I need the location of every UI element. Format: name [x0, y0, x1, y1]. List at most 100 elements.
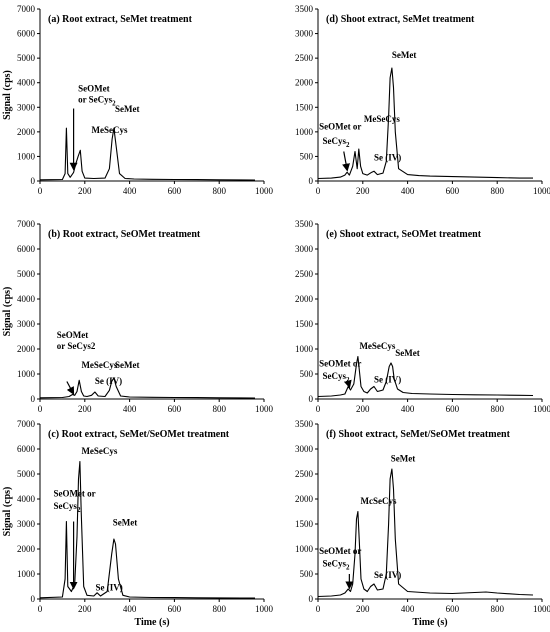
x-tick-label: 400: [123, 186, 137, 196]
x-tick-label: 400: [401, 404, 415, 414]
peak-label: SeCys2: [53, 501, 81, 514]
x-tick-label: 800: [490, 604, 504, 614]
peak-label: SeOMet: [78, 83, 110, 93]
x-tick-label: 200: [78, 186, 92, 196]
series-line: [317, 67, 533, 180]
peak-label: MeSeCys: [81, 446, 117, 456]
y-tick-label: 7000: [17, 419, 36, 429]
peak-label: Se (IV): [374, 375, 401, 385]
y-tick-label: 1000: [17, 569, 36, 579]
y-tick-label: 500: [300, 569, 314, 579]
x-tick-label: 600: [168, 186, 182, 196]
peak-label: Se (IV): [95, 376, 122, 386]
y-tick-label: 3000: [295, 244, 314, 254]
y-tick-label: 2000: [17, 127, 36, 137]
series-line: [39, 377, 256, 399]
x-tick-label: 200: [356, 186, 370, 196]
peak-label: SeMet: [113, 517, 138, 527]
peak-label: SeOMet or: [319, 359, 361, 369]
y-tick-label: 0: [309, 176, 314, 186]
y-tick-label: 2000: [295, 294, 314, 304]
y-tick-label: 2500: [295, 53, 314, 63]
panel-2: 0 1000 2000 3000 4000 5000 6000 7000 0 200 400 600 8…: [2, 419, 274, 628]
y-axis-label: Signal (cps): [2, 70, 13, 120]
y-tick-label: 2000: [295, 78, 314, 88]
x-tick-label: 1000: [255, 404, 274, 414]
y-tick-label: 0: [309, 594, 314, 604]
x-tick-label: 0: [316, 604, 321, 614]
peak-arrow: [66, 381, 75, 396]
x-tick-label: 0: [38, 186, 43, 196]
y-tick-label: 7000: [17, 219, 36, 229]
peak-label: Se (IV): [374, 152, 401, 162]
panel-title: (d) Shoot extract, SeMet treatment: [326, 14, 475, 25]
y-tick-label: 2000: [17, 344, 36, 354]
x-tick-label: 200: [78, 404, 92, 414]
y-tick-label: 1000: [17, 151, 36, 161]
y-tick-label: 6000: [17, 244, 36, 254]
y-tick-label: 2000: [17, 544, 36, 554]
peak-label: SeCys2: [322, 136, 350, 149]
y-tick-label: 6000: [17, 29, 36, 39]
x-tick-label: 800: [490, 404, 504, 414]
x-tick-label: 200: [356, 604, 370, 614]
x-tick-label: 1000: [533, 186, 550, 196]
peak-label: SeMet: [392, 50, 417, 60]
x-tick-label: 800: [212, 404, 226, 414]
peak-label: SeMet: [395, 348, 420, 358]
x-tick-label: 1000: [255, 604, 274, 614]
panel-3: 0 500 1000 1500 2000 2500 3000 3500 0 200 400 600 80…: [295, 4, 550, 196]
peak-label: MeSeCys: [92, 125, 128, 135]
series-line: [317, 355, 534, 398]
y-tick-label: 3000: [17, 102, 36, 112]
y-tick-label: 1500: [295, 102, 314, 112]
y-tick-label: 0: [309, 394, 314, 404]
series-line: [39, 460, 255, 599]
y-axis-label: Signal (cps): [2, 487, 13, 537]
x-tick-label: 400: [401, 186, 415, 196]
y-tick-label: 2500: [295, 269, 314, 279]
peak-label: SeMet: [115, 104, 140, 114]
y-tick-label: 4000: [17, 294, 36, 304]
y-tick-label: 0: [31, 394, 36, 404]
y-tick-label: 1000: [17, 369, 36, 379]
y-tick-label: 3500: [295, 219, 314, 229]
peak-label: MeSeCys: [364, 114, 400, 124]
series-line: [39, 127, 256, 181]
peak-label: MeSeCys: [359, 341, 395, 351]
panel-title: (e) Shoot extract, SeOMet treatment: [326, 229, 482, 240]
y-tick-label: 1500: [295, 519, 314, 529]
peak-arrow: [343, 379, 352, 389]
x-tick-label: 1000: [255, 186, 274, 196]
peak-label: Se (IV): [374, 570, 401, 580]
y-tick-label: 3000: [295, 29, 314, 39]
y-tick-label: 5000: [17, 469, 36, 479]
x-tick-label: 400: [401, 604, 415, 614]
y-tick-label: 1000: [295, 344, 314, 354]
peak-label: or SeCys2: [78, 94, 116, 107]
x-tick-label: 400: [123, 604, 137, 614]
y-tick-label: 500: [300, 369, 314, 379]
x-tick-label: 0: [316, 186, 321, 196]
panel-title: (b) Root extract, SeOMet treatment: [48, 229, 201, 240]
y-tick-label: 2000: [295, 494, 314, 504]
peak-label: MeSeCys: [81, 360, 117, 370]
panel-title: (f) Shoot extract, SeMet/SeOMet treatmen…: [326, 429, 511, 440]
x-tick-label: 0: [316, 404, 321, 414]
peak-label: SeOMet or: [319, 546, 361, 556]
panel-1: 0 1000 2000 3000 4000 5000 6000 7000 0 200 400 600 8…: [2, 219, 274, 414]
peak-label: SeOMet: [57, 330, 89, 340]
y-tick-label: 0: [31, 176, 36, 186]
x-tick-label: 800: [212, 604, 226, 614]
peak-label: SeCys2: [322, 559, 350, 572]
x-axis-label: Time (s): [134, 617, 169, 628]
x-tick-label: 600: [168, 404, 182, 414]
x-tick-label: 0: [38, 404, 43, 414]
x-tick-label: 1000: [533, 404, 550, 414]
y-tick-label: 3000: [17, 519, 36, 529]
y-tick-label: 3000: [295, 444, 314, 454]
x-tick-label: 400: [123, 404, 137, 414]
x-tick-label: 600: [446, 186, 460, 196]
panel-5: 0 500 1000 1500 2000 2500 3000 3500 0 200 400 600 80…: [295, 419, 550, 628]
